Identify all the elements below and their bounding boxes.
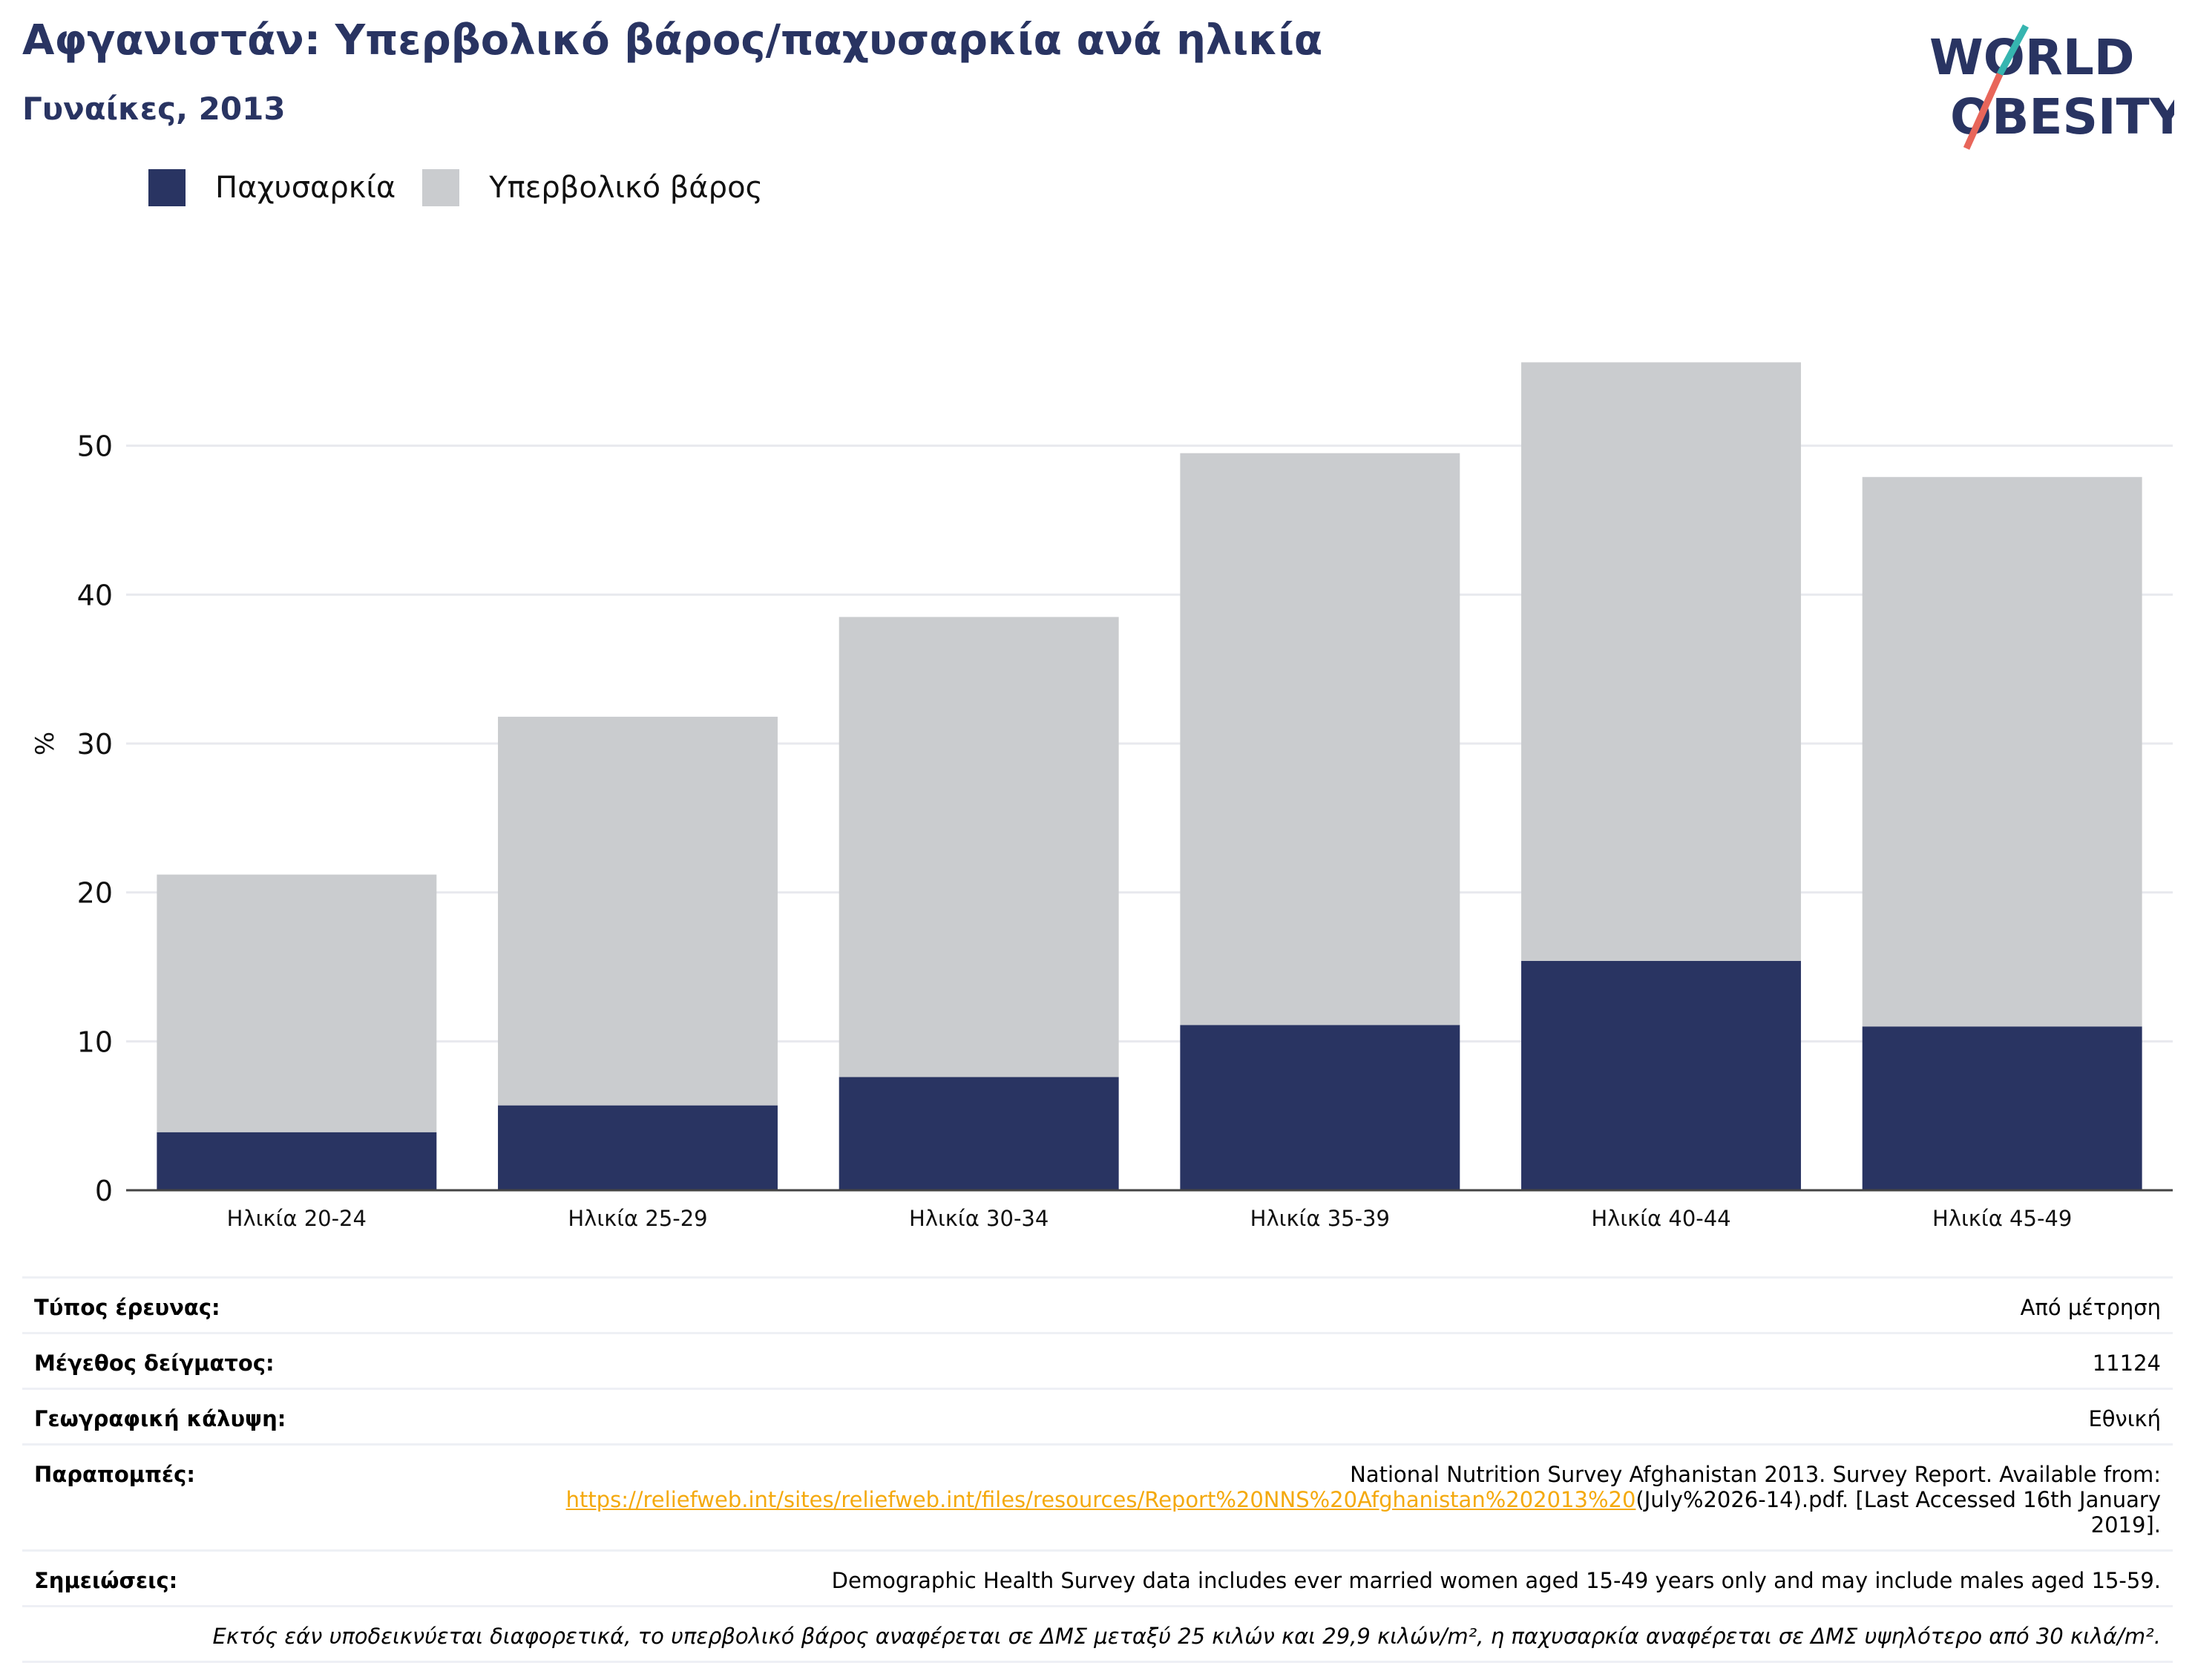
y-tick-label: 10 xyxy=(77,1026,113,1058)
coverage-label: Γεωγραφική κάλυψη: xyxy=(34,1406,286,1431)
bar-obesity xyxy=(1862,1026,2142,1190)
references-text-end: (July%2026-14).pdf. [Last Accessed 16th … xyxy=(1635,1487,2161,1538)
legend-swatch-overweight xyxy=(422,169,460,206)
chart-title: Αφγανιστάν: Υπερβολικό βάρος/παχυσαρκία … xyxy=(22,16,1323,65)
bmi-definition-footnote: Εκτός εάν υποδεικνύεται διαφορετικά, το … xyxy=(212,1624,2162,1649)
stacked-bar-chart: 0 10 20 30 40 50% Ηλικία 20-24 Ηλικία 25-29 Ηλικ… xyxy=(30,362,2173,1231)
world-obesity-logo: WORLD OBESITY xyxy=(1929,24,2174,150)
bar-obesity xyxy=(839,1077,1119,1190)
y-tick-label: 50 xyxy=(77,430,113,463)
y-tick-label: 40 xyxy=(77,579,113,611)
y-tick-label: 20 xyxy=(77,877,113,910)
x-tick-label: Ηλικία 25-29 xyxy=(568,1206,707,1231)
logo-line1: WORLD xyxy=(1929,29,2135,86)
x-tick-label: Ηλικία 45-49 xyxy=(1932,1206,2072,1231)
references-value: National Nutrition Survey Afghanistan 20… xyxy=(528,1462,2161,1538)
legend-label-obesity: Παχυσαρκία xyxy=(215,171,396,205)
bar-overweight xyxy=(157,874,437,1132)
bar-overweight xyxy=(1521,362,1801,961)
survey-type-value: Από μέτρηση xyxy=(2020,1295,2161,1320)
y-tick-label: 0 xyxy=(95,1175,113,1207)
y-tick-label: 30 xyxy=(77,728,113,761)
legend-label-overweight: Υπερβολικό βάρος xyxy=(489,171,764,205)
bar-overweight xyxy=(1862,476,2142,1027)
bar-obesity xyxy=(498,1105,778,1190)
bar-overweight xyxy=(839,617,1119,1077)
survey-metadata-table: Τύπος έρευνας: Από μέτρηση Μέγεθος δείγμ… xyxy=(22,1276,2173,1663)
meta-row-footnote: Εκτός εάν υποδεικνύεται διαφορετικά, το … xyxy=(22,1605,2173,1663)
meta-row-sample-size: Μέγεθος δείγματος: 11124 xyxy=(22,1332,2173,1388)
survey-type-label: Τύπος έρευνας: xyxy=(34,1295,220,1320)
meta-row-references: Παραπομπές: National Nutrition Survey Af… xyxy=(22,1443,2173,1549)
x-tick-label: Ηλικία 30-34 xyxy=(909,1206,1049,1231)
meta-row-coverage: Γεωγραφική κάλυψη: Εθνική xyxy=(22,1388,2173,1443)
bar-overweight xyxy=(1180,453,1460,1026)
sample-size-value: 11124 xyxy=(2092,1351,2161,1376)
sample-size-label: Μέγεθος δείγματος: xyxy=(34,1351,275,1376)
meta-row-notes: Σημειώσεις: Demographic Health Survey da… xyxy=(22,1549,2173,1605)
x-tick-label: Ηλικία 35-39 xyxy=(1250,1206,1390,1231)
x-tick-label: Ηλικία 40-44 xyxy=(1591,1206,1730,1231)
bar-obesity xyxy=(157,1132,437,1190)
notes-value: Demographic Health Survey data includes … xyxy=(831,1568,2161,1593)
y-axis-label: % xyxy=(30,732,60,755)
references-link[interactable]: https://reliefweb.int/sites/reliefweb.in… xyxy=(565,1487,1636,1512)
bar-obesity xyxy=(1521,960,1801,1190)
references-label: Παραπομπές: xyxy=(34,1462,195,1487)
meta-row-survey-type: Τύπος έρευνας: Από μέτρηση xyxy=(22,1276,2173,1332)
legend-swatch-obesity xyxy=(148,169,186,206)
references-text: National Nutrition Survey Afghanistan 20… xyxy=(1350,1462,2161,1487)
chart-subtitle: Γυναίκες, 2013 xyxy=(22,91,286,127)
legend-item-obesity: Παχυσαρκία xyxy=(148,169,396,206)
notes-label: Σημειώσεις: xyxy=(34,1568,178,1593)
chart-legend: Παχυσαρκία Υπερβολικό βάρος xyxy=(148,169,790,206)
legend-item-overweight: Υπερβολικό βάρος xyxy=(422,169,763,206)
bar-obesity xyxy=(1180,1025,1460,1190)
x-tick-label: Ηλικία 20-24 xyxy=(227,1206,367,1231)
coverage-value: Εθνική xyxy=(2088,1406,2161,1431)
bar-overweight xyxy=(498,716,778,1106)
